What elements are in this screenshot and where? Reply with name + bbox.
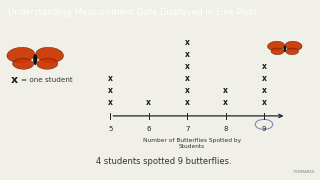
Text: x: x [185,50,190,59]
Text: 5: 5 [108,126,113,132]
Text: x: x [185,86,190,95]
Text: x: x [223,86,228,95]
Text: Understanding Measurement Data Displayed in Line Plots: Understanding Measurement Data Displayed… [8,8,257,17]
Text: x: x [261,98,267,107]
Ellipse shape [33,54,37,65]
Text: x: x [185,74,190,83]
Text: x: x [223,98,228,107]
Ellipse shape [286,48,299,55]
Text: 9: 9 [262,126,266,132]
Text: TENMARKS: TENMARKS [293,170,315,174]
Ellipse shape [284,45,286,52]
Ellipse shape [7,47,35,62]
Ellipse shape [12,58,34,69]
Text: 6: 6 [147,126,151,132]
Text: x: x [261,74,267,83]
Text: x: x [185,98,190,107]
Text: x: x [146,98,151,107]
Text: x: x [108,98,113,107]
Text: = one student: = one student [21,77,73,83]
Text: x: x [11,75,18,85]
Ellipse shape [37,58,58,69]
Text: 8: 8 [223,126,228,132]
Ellipse shape [268,41,284,51]
Text: 4 students spotted 9 butterflies.: 4 students spotted 9 butterflies. [96,157,232,166]
Text: Number of Butterflies Spotted by
Students: Number of Butterflies Spotted by Student… [143,138,241,149]
Text: 7: 7 [185,126,189,132]
Text: x: x [185,62,190,71]
Text: x: x [261,62,267,71]
Ellipse shape [271,48,284,55]
Ellipse shape [36,47,63,62]
Text: x: x [261,86,267,95]
Text: x: x [185,38,190,47]
Text: x: x [108,74,113,83]
Text: x: x [108,86,113,95]
Ellipse shape [285,41,302,51]
